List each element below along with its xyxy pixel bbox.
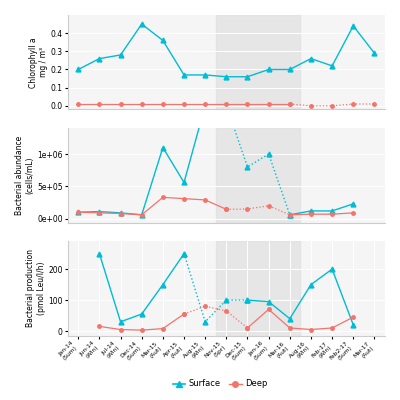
Y-axis label: Bacterial production
(pmol Leu/l/h): Bacterial production (pmol Leu/l/h) <box>26 250 46 328</box>
Bar <box>216 15 300 110</box>
Y-axis label: Bacterial abundance
(cells/mL): Bacterial abundance (cells/mL) <box>15 136 34 215</box>
Bar <box>216 241 300 336</box>
Legend: Surface, Deep: Surface, Deep <box>170 376 270 392</box>
Y-axis label: Chlorophyll a
mg / m³: Chlorophyll a mg / m³ <box>28 37 48 88</box>
Bar <box>216 128 300 222</box>
